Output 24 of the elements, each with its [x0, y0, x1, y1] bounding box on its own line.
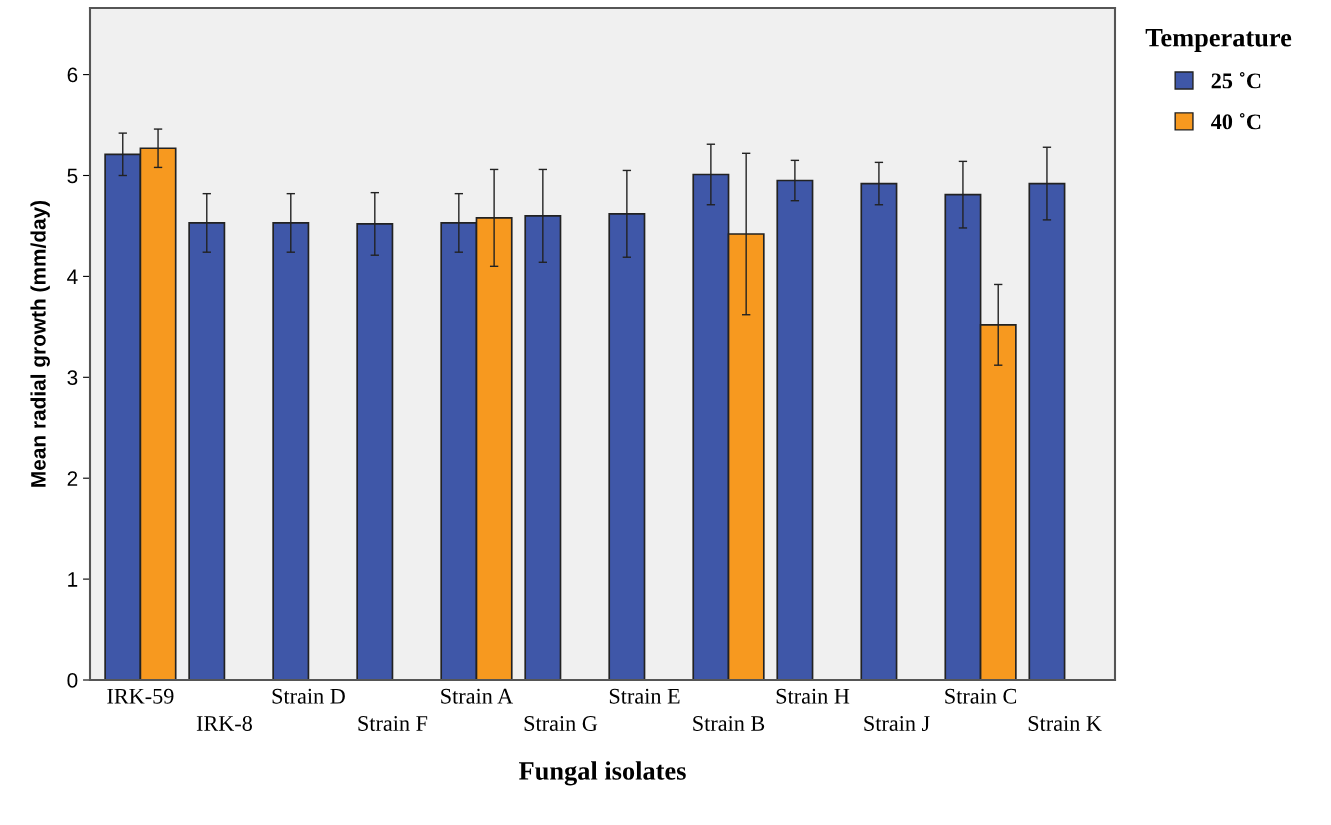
- legend-title: Temperature: [1145, 29, 1292, 52]
- y-tick-label: 4: [67, 269, 78, 284]
- x-tick-label: Strain F: [358, 716, 428, 731]
- y-tick-label: 2: [67, 471, 78, 486]
- y-tick-label: 5: [67, 168, 78, 184]
- legend-label: 40 ˚C: [1211, 113, 1261, 130]
- x-tick-label: Strain E: [609, 688, 680, 704]
- x-tick-label: IRK-8: [196, 715, 252, 731]
- x-tick-label: Strain H: [776, 688, 850, 704]
- y-axis-title: Mean radial growth (mm/day): [30, 200, 50, 487]
- legend-label: 25 ˚C: [1211, 72, 1261, 89]
- x-tick-label: Strain A: [441, 688, 514, 704]
- x-tick-label: Strain J: [864, 716, 930, 731]
- x-tick-label: IRK-59: [107, 688, 174, 704]
- x-tick-label: Strain B: [693, 716, 765, 731]
- x-tick-label: Strain D: [272, 688, 345, 704]
- y-tick-label: 1: [68, 572, 78, 587]
- y-tick-label: 0: [67, 673, 78, 688]
- y-tick-label: 3: [67, 370, 78, 386]
- x-tick-label: Strain C: [945, 688, 1017, 704]
- x-tick-label: Strain K: [1028, 716, 1102, 731]
- x-axis-title: Fungal isolates: [519, 761, 686, 786]
- x-tick-label: Strain G: [524, 716, 598, 731]
- y-tick-label: 6: [67, 67, 78, 83]
